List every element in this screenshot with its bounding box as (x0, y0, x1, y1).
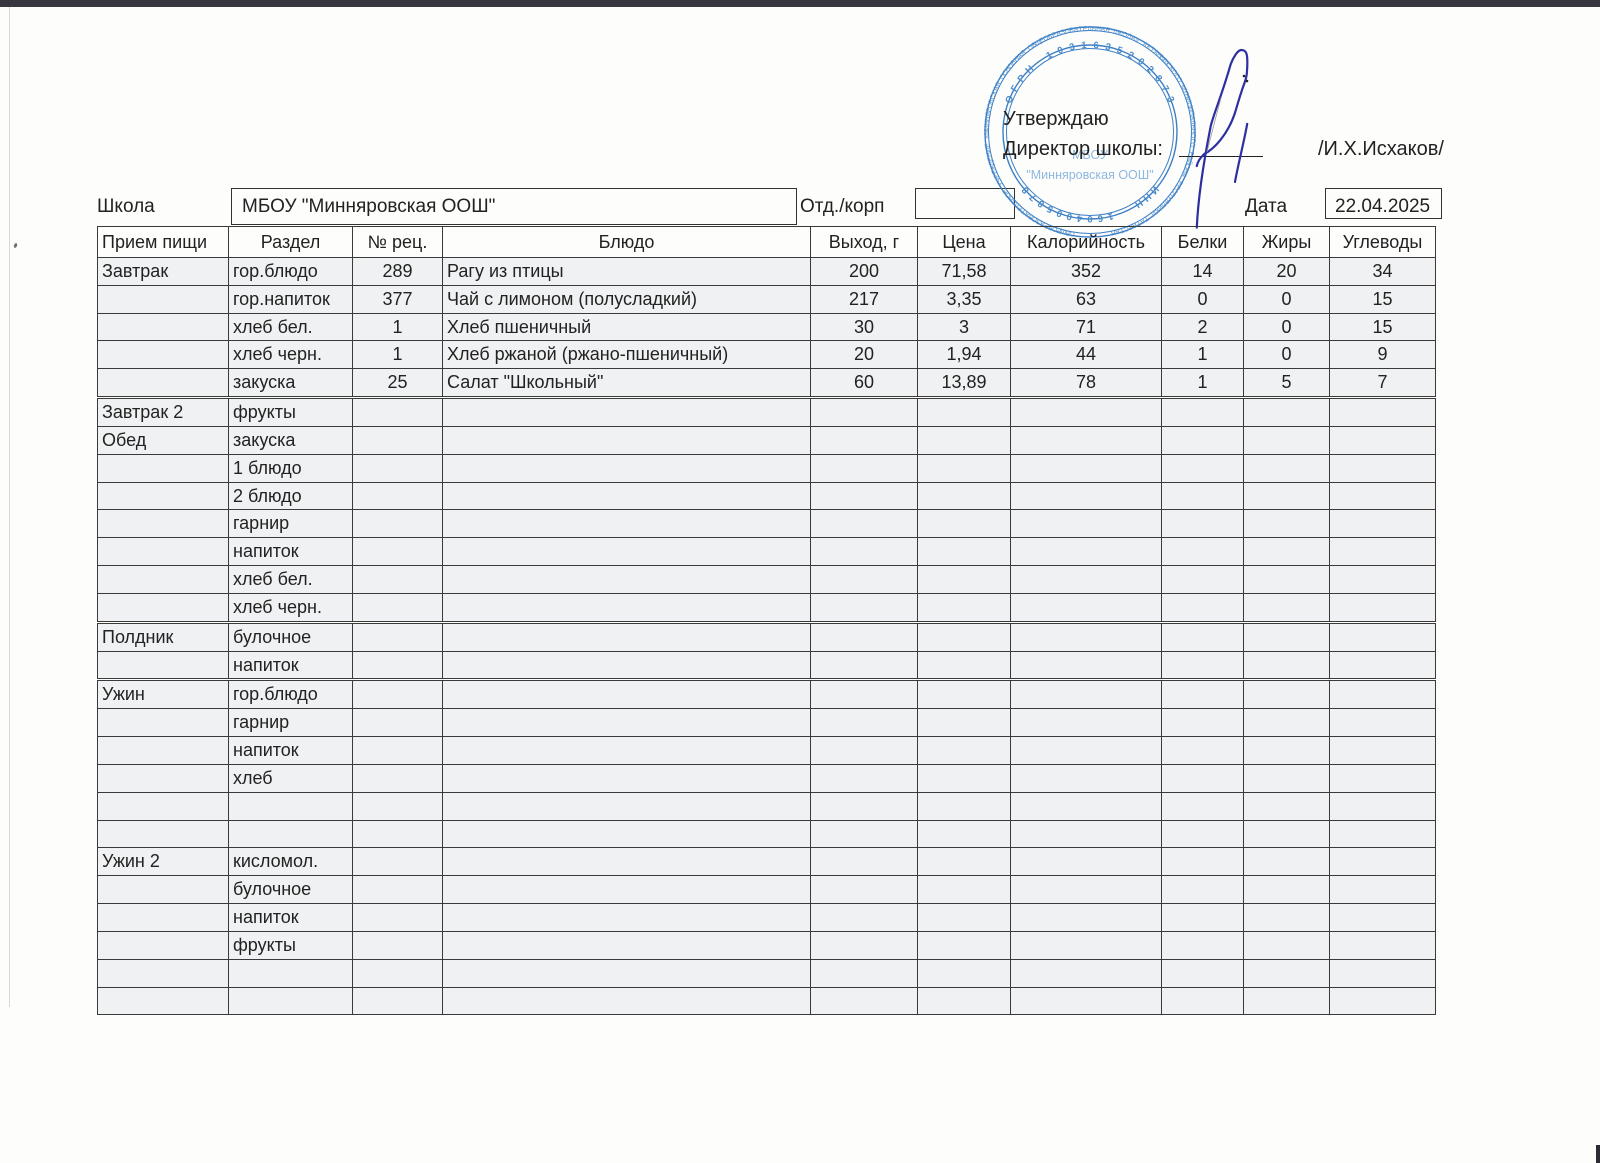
svg-text:6: 6 (1093, 40, 1099, 51)
svg-text:Я: Я (1104, 27, 1110, 35)
svg-text:5: 5 (1045, 202, 1055, 215)
svg-text:2: 2 (1126, 50, 1136, 62)
svg-text:"Минняровская ООШ": "Минняровская ООШ" (1026, 168, 1153, 182)
svg-text:1: 1 (1106, 210, 1114, 222)
svg-text:Г: Г (1009, 83, 1022, 94)
svg-text:8: 8 (1036, 197, 1047, 209)
svg-text:3: 3 (1068, 41, 1075, 53)
svg-text:0: 0 (1087, 213, 1092, 224)
svg-text:6: 6 (1097, 212, 1104, 224)
svg-text:1: 1 (1044, 49, 1054, 62)
